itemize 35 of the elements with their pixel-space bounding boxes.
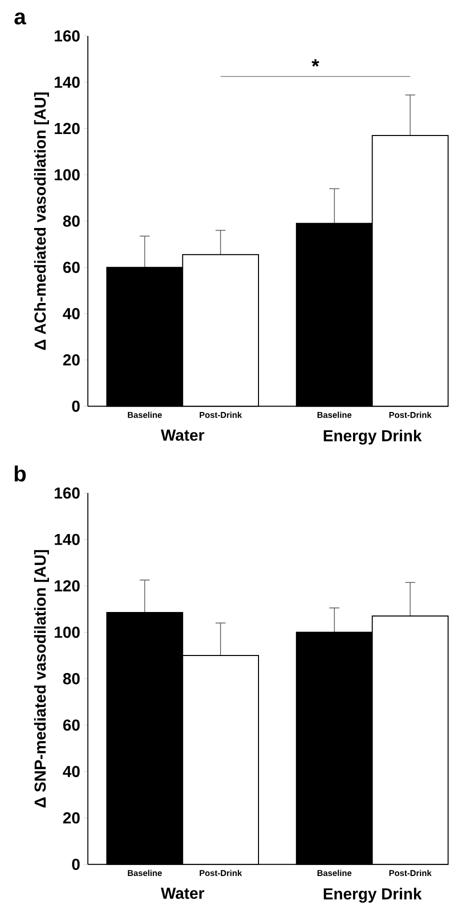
annotation: * (312, 59, 320, 67)
y-tick-label: 40 (62, 766, 80, 778)
x-tick-label: Post-Drink (200, 870, 242, 876)
y-axis-title: Δ SNP-mediated vasodilation [AU] (34, 550, 49, 808)
x-tick-label: Baseline (128, 412, 162, 418)
y-tick-label: 60 (63, 262, 80, 273)
text: Energy Drink (324, 888, 422, 903)
x-tick-label: Post-Drink (389, 412, 432, 418)
x-tick-label: Baseline (317, 412, 352, 418)
y-tick-label: 0 (72, 400, 80, 412)
y-axis-title: Δ ACh-mediated vasodilation [AU] (34, 92, 49, 350)
text: Water (160, 888, 204, 899)
y-tick-label: 100 (54, 169, 80, 180)
y-tick-label: 20 (63, 812, 80, 824)
y-tick-label: 120 (54, 580, 80, 592)
y-tick-label: 60 (63, 719, 80, 731)
y-tick-label: 0 (72, 858, 80, 870)
y-tick-label: 100 (54, 626, 80, 638)
x-tick-label: Post-Drink (389, 870, 432, 876)
x-tick-label: Baseline (317, 870, 352, 876)
x-tick-label: Baseline (128, 870, 162, 876)
y-tick-label: 140 (54, 76, 80, 88)
y-tick-label: 80 (63, 215, 80, 227)
y-tick-label: 120 (54, 122, 80, 134)
chart-title: a (14, 12, 26, 24)
text: Energy Drink (324, 430, 422, 445)
y-tick-label: 40 (62, 308, 80, 320)
y-tick-label: 160 (54, 30, 80, 42)
y-tick-label: 20 (63, 354, 80, 366)
y-tick-label: 140 (54, 534, 80, 546)
y-tick-label: 160 (54, 487, 80, 499)
x-tick-label: Post-Drink (200, 412, 242, 418)
chart-title: b (14, 465, 26, 482)
text: Water (160, 430, 204, 441)
y-tick-label: 80 (63, 673, 80, 684)
